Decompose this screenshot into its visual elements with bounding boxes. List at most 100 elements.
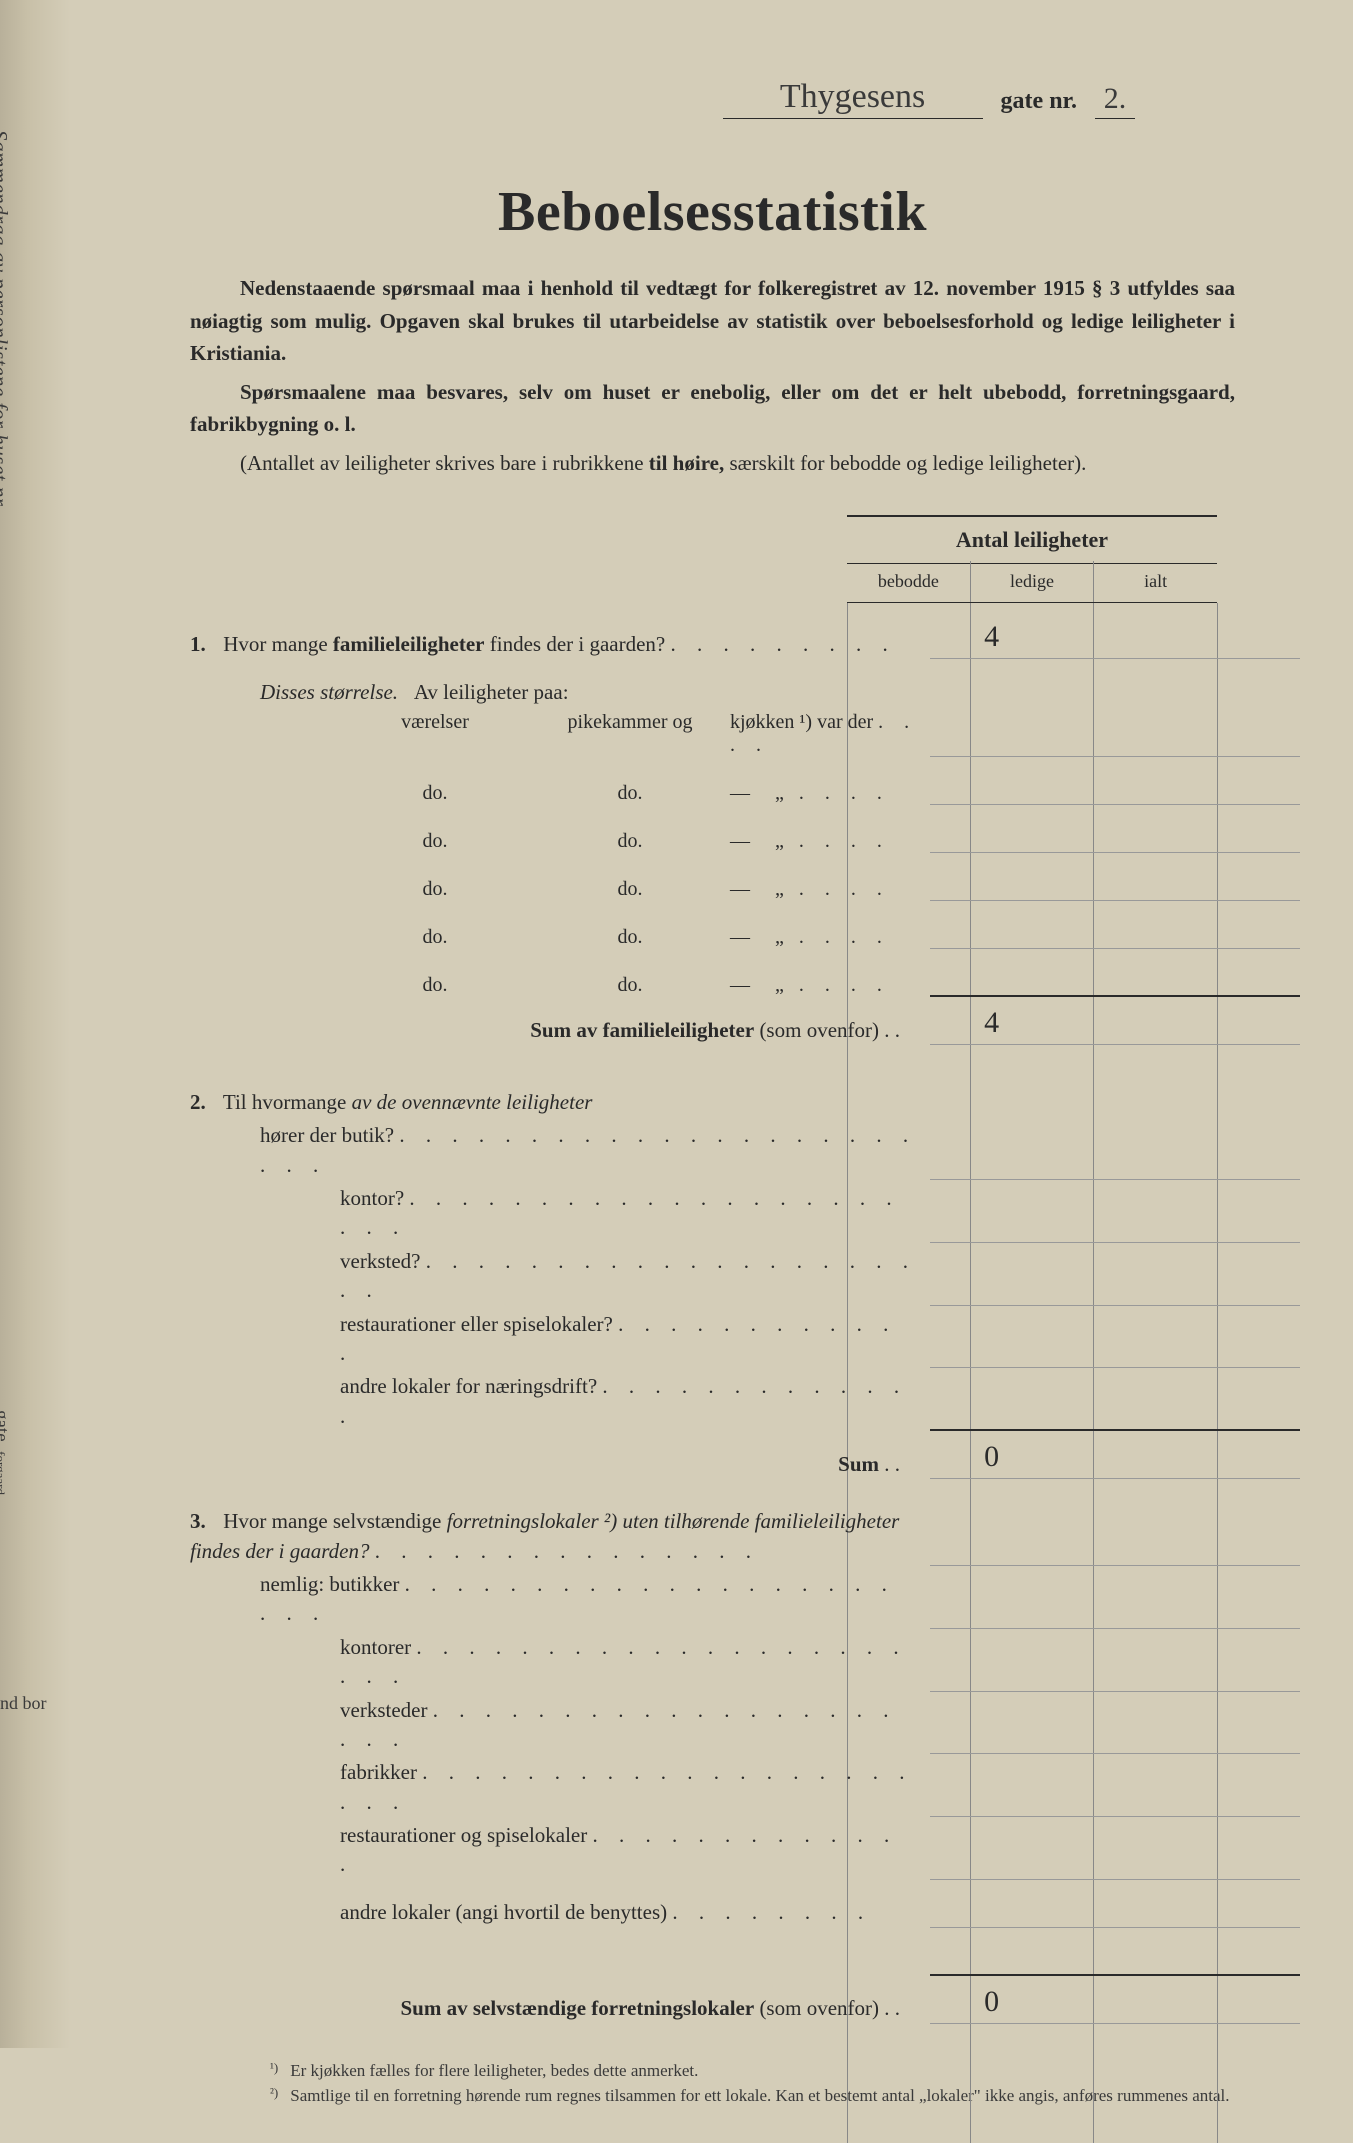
do: do. bbox=[530, 974, 730, 997]
dash-quote: — „ . . . . bbox=[730, 830, 930, 853]
q2-sum-label: Sum bbox=[838, 1452, 879, 1476]
table-wrapper: Antal leiligheter bebodde ledige ialt 1.… bbox=[190, 515, 1275, 2028]
q2-row: 2. Til hvormange av de ovennævnte leilig… bbox=[190, 1073, 1275, 1121]
size-hdr-cells bbox=[930, 713, 1300, 757]
q1-tb: familieleiligheter bbox=[333, 632, 485, 656]
q1-disses-row: Disses størrelse. Av leiligheter paa: bbox=[190, 663, 1275, 711]
do: do. bbox=[530, 878, 730, 901]
q3-ta: Hvor mange selvstændige bbox=[223, 1509, 446, 1533]
size-row-2: do. do. — „ . . . . bbox=[190, 809, 1275, 857]
q1-text: 1. Hvor mange familieleiligheter findes … bbox=[190, 630, 930, 659]
page-title: Beboelsesstatistik bbox=[150, 180, 1275, 244]
q3-r6: andre lokaler (angi hvortil de benyttes)… bbox=[190, 1884, 1275, 1932]
do: do. bbox=[340, 926, 530, 949]
spine-side-label: nd bor bbox=[0, 1693, 47, 1714]
q1-val-ialt bbox=[1177, 615, 1300, 659]
q3-sum-a: Sum av selvstændige forretningslokaler bbox=[400, 1996, 754, 2020]
hdr-kjokken: kjøkken ¹) var der . . . . bbox=[730, 711, 930, 757]
q2-r5: andre lokaler for næringsdrift? . . . . … bbox=[190, 1372, 1275, 1435]
subcol-ialt: ialt bbox=[1093, 561, 1217, 602]
do: do. bbox=[530, 782, 730, 805]
size-row-5: do. do. — „ . . . . bbox=[190, 953, 1275, 1001]
q2-sum-cells: 0 bbox=[930, 1435, 1300, 1479]
hdr-vaerelser: værelser bbox=[340, 711, 530, 734]
q1-sum-a: Sum av familieleiligheter bbox=[530, 1018, 754, 1042]
q1-sum-row: Sum av familieleiligheter (som ovenfor) … bbox=[190, 1001, 1275, 1049]
q3-r4: fabrikker . . . . . . . . . . . . . . . … bbox=[190, 1758, 1275, 1821]
dash-quote: — „ . . . . bbox=[730, 974, 930, 997]
spine-summary-text: Sammendrag av personlistene for huset nr… bbox=[0, 130, 12, 510]
size-header: værelser pikekammer og kjøkken ¹) var de… bbox=[190, 711, 930, 757]
q3-r6-label: andre lokaler (angi hvortil de benyttes) bbox=[340, 1900, 667, 1924]
q2-r4-label: restaurationer eller spiselokaler? bbox=[340, 1312, 613, 1336]
q3-sum-val: 0 bbox=[930, 1980, 1053, 2024]
q3-r2: kontorer . . . . . . . . . . . . . . . .… bbox=[190, 1633, 1275, 1696]
q2-r2-label: kontor? bbox=[340, 1186, 404, 1210]
q3-r2-label: kontorer bbox=[340, 1635, 411, 1659]
dash-quote: — „ . . . . bbox=[730, 782, 930, 805]
dash-quote: — „ . . . . bbox=[730, 878, 930, 901]
q1-ta: Hvor mange bbox=[223, 632, 333, 656]
house-number-handwritten: 2. bbox=[1095, 82, 1135, 119]
q2-r3-label: verksted? bbox=[340, 1249, 420, 1273]
subcol-ledige: ledige bbox=[970, 561, 1094, 602]
size-row-4: do. do. — „ . . . . bbox=[190, 905, 1275, 953]
do: do. bbox=[530, 926, 730, 949]
q2-num: 2. bbox=[190, 1088, 218, 1117]
q2-sum-text: Sum . . bbox=[190, 1450, 930, 1479]
subcol-bebodde: bebodde bbox=[847, 561, 970, 602]
q2-sum-val: 0 bbox=[930, 1435, 1053, 1479]
fn1-num: ¹) bbox=[270, 2058, 278, 2084]
sub-columns: bebodde ledige ialt bbox=[847, 561, 1217, 603]
do: do. bbox=[340, 878, 530, 901]
q2-tb: av de ovennævnte leiligheter bbox=[352, 1090, 593, 1114]
q3-r1-label: butikker bbox=[329, 1572, 399, 1596]
q3-tb: forretningslokaler ²) bbox=[447, 1509, 618, 1533]
q1-sum-val: 4 bbox=[930, 1001, 1053, 1045]
size-row-3: do. do. — „ . . . . bbox=[190, 857, 1275, 905]
q1-row: 1. Hvor mange familieleiligheter findes … bbox=[190, 615, 1275, 663]
q1-sum-b: (som ovenfor) bbox=[754, 1018, 879, 1042]
q3-row: 3. Hvor mange selvstændige forretningslo… bbox=[190, 1507, 1275, 1570]
q2-r1-label: hører der butik? bbox=[260, 1123, 394, 1147]
hdr-pikekammer: pikekammer og bbox=[530, 711, 730, 734]
column-header: Antal leiligheter bbox=[847, 515, 1217, 564]
size-header-row: værelser pikekammer og kjøkken ¹) var de… bbox=[190, 711, 1275, 761]
do: do. bbox=[340, 974, 530, 997]
q1-sum-text: Sum av familieleiligheter (som ovenfor) … bbox=[190, 1016, 930, 1045]
do: do. bbox=[340, 782, 530, 805]
q3-r1: nemlig: butikker . . . . . . . . . . . .… bbox=[190, 1570, 1275, 1633]
q1-disses-cells bbox=[930, 663, 1300, 707]
header-address-line: Thygesens gate nr. 2. bbox=[723, 78, 1135, 119]
q3-r3-label: verksteder bbox=[340, 1698, 427, 1722]
q1-tc: findes der i gaarden? bbox=[485, 632, 666, 656]
spine-gate-text: gate forgaard bakgaard bbox=[0, 1410, 12, 1508]
intro-p3a: (Antallet av leiligheter skrives bare i … bbox=[240, 451, 649, 475]
dots: . . . . . . . . . bbox=[671, 632, 896, 656]
q2-r2: kontor? . . . . . . . . . . . . . . . . … bbox=[190, 1184, 1275, 1247]
q3-num: 3. bbox=[190, 1507, 218, 1536]
q1-disses-label: Disses størrelse. bbox=[260, 680, 398, 704]
q3-text: 3. Hvor mange selvstændige forretningslo… bbox=[190, 1507, 930, 1566]
q2-text: 2. Til hvormange av de ovennævnte leilig… bbox=[190, 1088, 930, 1117]
q3-r3: verksteder . . . . . . . . . . . . . . .… bbox=[190, 1696, 1275, 1759]
intro-p3c: særskilt for bebodde og ledige leilighet… bbox=[724, 451, 1086, 475]
q3-r5: restaurationer og spiselokaler . . . . .… bbox=[190, 1821, 1275, 1884]
intro-p1: Nedenstaaende spørsmaal maa i henhold ti… bbox=[190, 272, 1235, 370]
q1-av-leil: Av leiligheter paa: bbox=[414, 680, 569, 704]
q3-sum-text: Sum av selvstændige forretningslokaler (… bbox=[190, 1994, 930, 2023]
fn2-num: ²) bbox=[270, 2083, 278, 2109]
q3-nemlig: nemlig: bbox=[260, 1572, 324, 1596]
size-row-1: do. do. — „ . . . . bbox=[190, 761, 1275, 809]
intro-text: Nedenstaaende spørsmaal maa i henhold ti… bbox=[190, 272, 1235, 479]
q1-val-bebodde: 4 bbox=[930, 615, 1053, 659]
q2-r1: hører der butik? . . . . . . . . . . . .… bbox=[190, 1121, 1275, 1184]
q3-sum-cells: 0 bbox=[930, 1980, 1300, 2024]
q2-ta: Til hvormange bbox=[223, 1090, 352, 1114]
q1-sum-cells: 4 bbox=[930, 1001, 1300, 1045]
q2-sum-row: Sum . . 0 bbox=[190, 1435, 1275, 1483]
intro-p3b: til høire, bbox=[649, 451, 724, 475]
street-name-handwritten: Thygesens bbox=[723, 78, 983, 119]
gate-nr-label: gate nr. bbox=[1001, 88, 1077, 119]
intro-p3: (Antallet av leiligheter skrives bare i … bbox=[190, 447, 1235, 480]
